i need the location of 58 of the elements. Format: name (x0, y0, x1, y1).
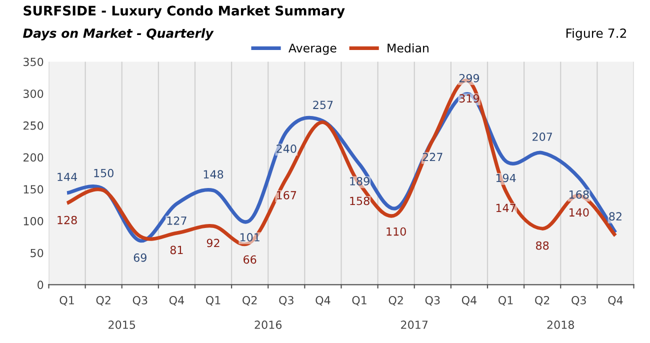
x-tick-label: Q4 (169, 296, 184, 306)
x-tick-label: Q2 (96, 296, 110, 306)
data-label: 88 (536, 241, 549, 250)
data-label: 127 (167, 216, 186, 225)
x-tick-label: Q3 (132, 296, 148, 306)
x-tick-label: Q3 (425, 296, 440, 306)
chart-subtitle: Days on Market - Quarterly (23, 28, 214, 40)
y-tick-label: 300 (24, 90, 44, 98)
y-tick-label: 0 (38, 280, 44, 290)
data-label: 227 (422, 152, 442, 162)
y-tick-label: 250 (23, 121, 44, 130)
data-label: 158 (350, 196, 370, 206)
data-label: 144 (58, 172, 78, 181)
data-label: 150 (94, 168, 114, 178)
data-label: 319 (459, 94, 480, 103)
x-tick-label: Q3 (279, 296, 294, 306)
x-tick-label: Q4 (316, 296, 330, 306)
data-label: 207 (532, 132, 552, 141)
x-tick-label: Q1 (498, 296, 513, 306)
data-label: 240 (276, 144, 296, 153)
x-tick-label: Q1 (352, 296, 366, 306)
x-tick-label: Q1 (60, 296, 74, 306)
data-label: 299 (459, 74, 480, 82)
y-tick-label: 200 (23, 153, 44, 162)
x-tick-label: Q4 (608, 296, 623, 306)
x-tick-label: Q4 (462, 296, 477, 306)
data-label: 147 (496, 204, 516, 212)
data-label: 148 (204, 170, 224, 179)
x-tick-label: Q1 (206, 296, 220, 306)
data-label: 257 (313, 100, 333, 110)
text: 2016 (254, 320, 282, 329)
data-label: 81 (170, 246, 183, 254)
data-label: 69 (134, 253, 146, 262)
data-label: 82 (609, 212, 622, 221)
data-label: 110 (386, 227, 406, 236)
x-tick-label: Q2 (535, 296, 550, 306)
x-tick-label: Q3 (572, 296, 586, 306)
y-tick-label: 150 (24, 185, 44, 194)
data-label: 128 (58, 216, 77, 224)
chart-title: SURFSIDE - Luxury Condo Market Summary (24, 5, 345, 18)
text: 2015 (108, 320, 136, 329)
x-tick-label: Q2 (242, 296, 257, 306)
data-label: 140 (570, 208, 589, 217)
text: 2017 (401, 320, 428, 329)
caption: Figure 7.2 (566, 28, 626, 40)
y-tick-label: 350 (24, 58, 44, 66)
x-tick-label: Q2 (388, 296, 403, 306)
text: 2018 (547, 320, 574, 329)
data-label: 66 (244, 255, 256, 264)
data-label: 101 (240, 233, 260, 242)
data-label: 167 (277, 191, 296, 200)
y-tick-label: 50 (30, 248, 44, 258)
legend-label: Median (388, 43, 428, 53)
data-label: 194 (496, 174, 516, 182)
data-label: 92 (206, 238, 220, 248)
y-tick-label: 100 (24, 216, 44, 226)
data-label: 189 (350, 176, 370, 186)
legend-label: Average (288, 44, 336, 55)
